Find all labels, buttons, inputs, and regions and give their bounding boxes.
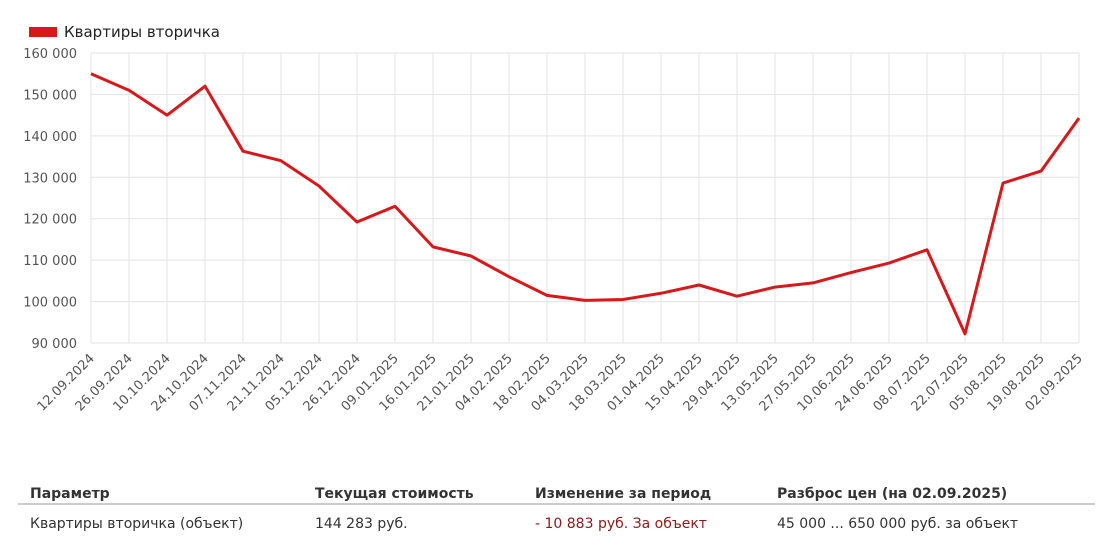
table-cell: Квартиры вторичка (объект) — [30, 516, 243, 532]
table-header: Текущая стоимость — [315, 486, 474, 502]
y-tick-label: 150 000 — [23, 88, 77, 103]
y-tick-label: 160 000 — [23, 47, 77, 62]
y-tick-label: 90 000 — [32, 337, 78, 352]
table-header: Изменение за период — [535, 486, 711, 502]
legend-swatch — [29, 27, 57, 37]
y-tick-label: 100 000 — [23, 296, 77, 311]
table-header: Параметр — [30, 486, 110, 502]
table-cell: 45 000 ... 650 000 руб. за объект — [777, 516, 1018, 532]
table-cell: - 10 883 руб. За объект — [535, 516, 707, 532]
line — [90, 72, 1081, 336]
y-tick-label: 120 000 — [23, 213, 77, 228]
legend-label: Квартиры вторичка — [64, 23, 220, 41]
y-tick-label: 110 000 — [23, 254, 77, 269]
table-cell: 144 283 руб. — [315, 516, 408, 532]
table-header: Разброс цен (на 02.09.2025) — [777, 486, 1007, 502]
y-tick-label: 130 000 — [23, 171, 77, 186]
y-tick-label: 140 000 — [23, 130, 77, 145]
